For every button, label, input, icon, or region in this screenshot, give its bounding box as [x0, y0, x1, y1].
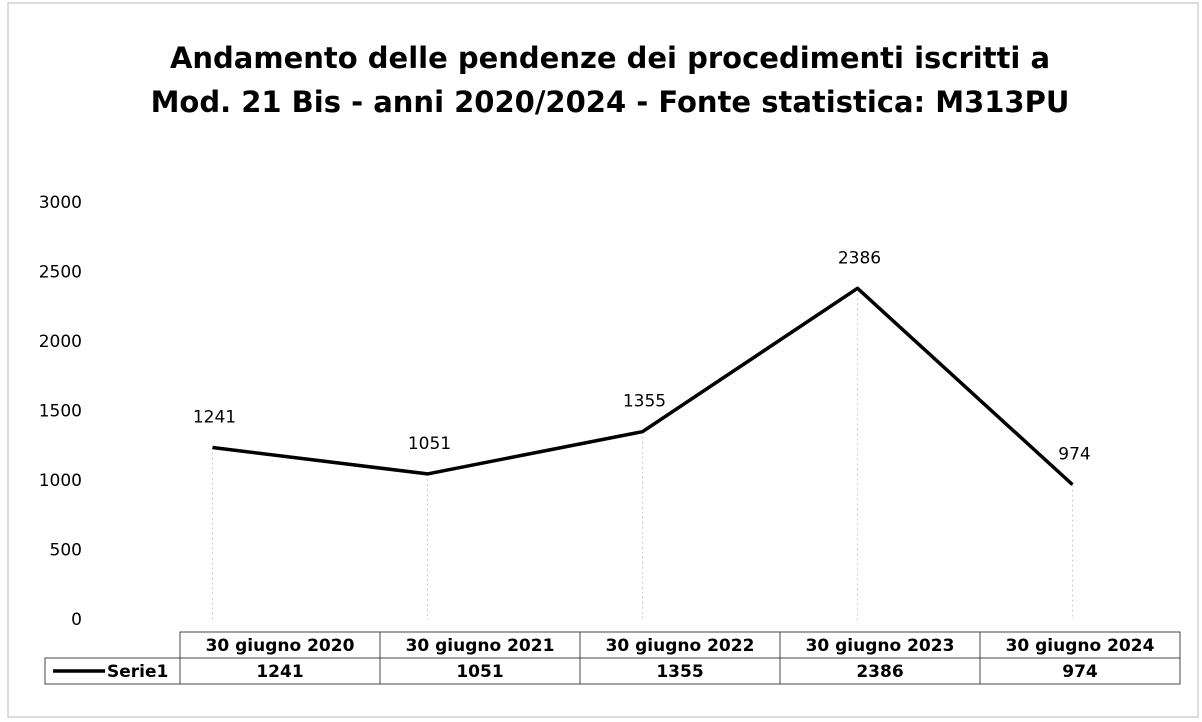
chart-frame [7, 2, 1199, 718]
table-value: 1355 [656, 662, 703, 682]
x-tick-label: 30 giugno 2021 [406, 636, 555, 656]
data-label: 1051 [408, 434, 451, 454]
y-tick-label: 1000 [39, 471, 82, 491]
table-value: 1051 [456, 662, 503, 682]
y-tick-label: 0 [71, 610, 82, 630]
table-row-border [44, 657, 1181, 685]
chart-title: Andamento delle pendenze dei procediment… [170, 41, 1050, 75]
x-tick-label: 30 giugno 2024 [1006, 636, 1155, 656]
data-label: 2386 [838, 248, 881, 268]
data-label: 974 [1058, 445, 1090, 465]
data-label: 1241 [193, 408, 236, 428]
y-tick-label: 2500 [39, 263, 82, 283]
series-line [212, 286, 1074, 486]
y-tick-label: 2000 [39, 332, 82, 352]
data-label: 1355 [623, 392, 666, 412]
x-tick-label: 30 giugno 2023 [806, 636, 955, 656]
x-tick-label: 30 giugno 2020 [206, 636, 355, 656]
chart-title: Mod. 21 Bis - anni 2020/2024 - Fonte sta… [151, 85, 1070, 119]
table-value: 2386 [856, 662, 903, 682]
y-tick-label: 500 [50, 541, 82, 561]
y-tick-label: 3000 [39, 193, 82, 213]
legend-label: Serie1 [107, 662, 168, 682]
x-tick-label: 30 giugno 2022 [606, 636, 755, 656]
table-value: 1241 [256, 662, 303, 682]
table-value: 974 [1062, 662, 1098, 682]
y-tick-label: 1500 [39, 402, 82, 422]
